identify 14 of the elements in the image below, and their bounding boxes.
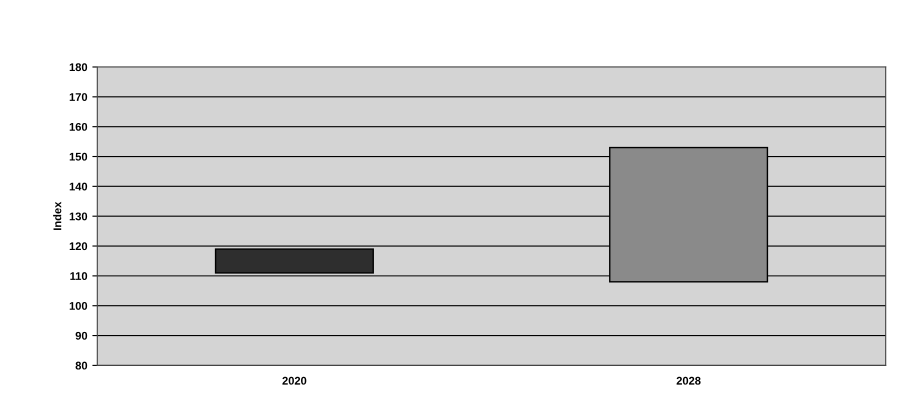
y-tick-label: 140 (70, 182, 88, 190)
y-tick-label: 150 (70, 152, 88, 161)
y-tick-label: 120 (70, 242, 88, 250)
y-tick-label: 180 (70, 63, 88, 72)
y-tick-label: 80 (76, 362, 88, 370)
y-tick-label: 170 (70, 93, 88, 101)
x-tick-label: 2020 (282, 376, 306, 385)
y-tick-label: 160 (70, 122, 88, 131)
y-tick-label: 90 (76, 332, 88, 340)
y-tick-label: 110 (70, 272, 88, 280)
y-tick-label: 130 (70, 212, 88, 220)
y-tick-label: 100 (70, 302, 88, 310)
y-axis-title: Index (53, 202, 62, 230)
x-tick-label: 2028 (676, 376, 701, 385)
